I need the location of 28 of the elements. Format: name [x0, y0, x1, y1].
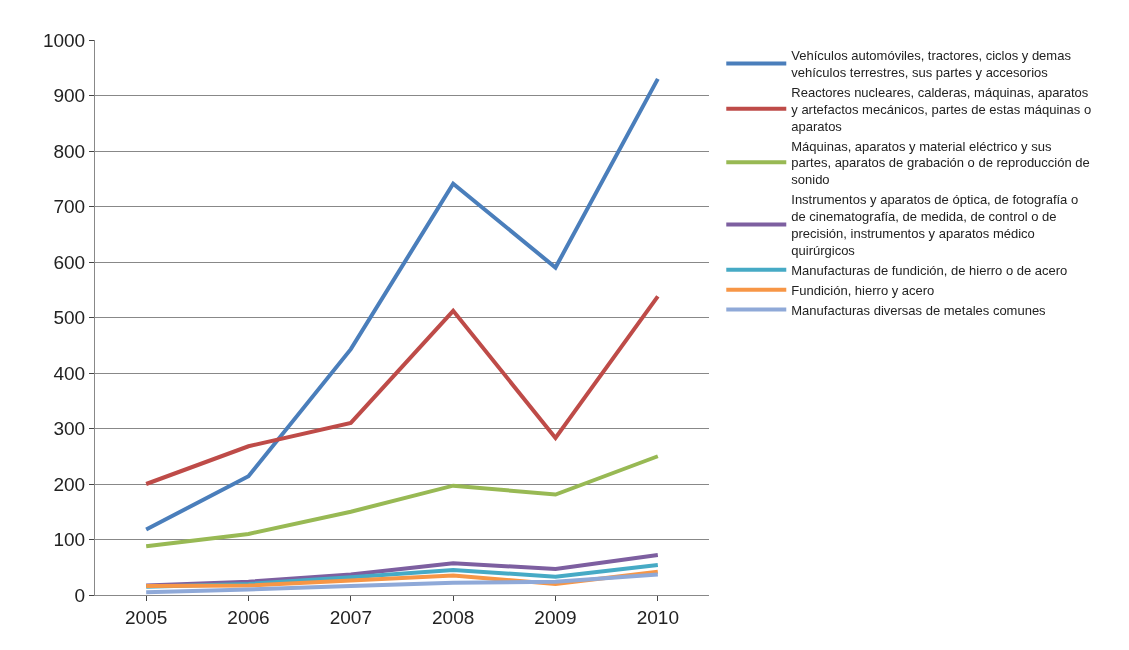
legend-label: Manufacturas diversas de metales comunes [791, 302, 1047, 318]
legend-label: Instrumentos y aparatos de óptica, de fotografía o de cinematografía, de medida, de control o de precisión, instrumentos y aparatos médico quirúrgicos [791, 192, 1079, 258]
line-series [144, 454, 660, 549]
legend-label: Manufacturas de fundición, de hierro o de acero [791, 262, 1068, 278]
x-tick-label: 2010 [636, 606, 679, 628]
x-tick-label: 2006 [227, 606, 270, 628]
line-series [144, 76, 660, 532]
y-tick-label: 800 [53, 140, 86, 162]
y-tick-label: 200 [53, 473, 86, 495]
legend-label: Fundición, hierro y acero [791, 282, 935, 298]
x-tick-label: 2005 [125, 606, 168, 628]
y-tick-label: 1000 [42, 29, 86, 51]
x-tick-label: 2007 [329, 606, 372, 628]
y-tick-label: 900 [53, 85, 86, 107]
y-tick-label: 500 [53, 307, 86, 329]
y-tick-label: 300 [53, 418, 86, 440]
x-tick-label: 2009 [534, 606, 577, 628]
legend-label: Reactores nucleares, calderas, máquinas, aparatos y artefactos mecánicos, partes de estas máquinas o aparatos [791, 84, 1092, 134]
y-tick-label: 100 [53, 529, 86, 551]
y-tick-label: 700 [53, 196, 86, 218]
legend-label: Vehículos automóviles, tractores, ciclos y demas vehículos terrestres, sus partes y accesorios [791, 48, 1072, 80]
y-tick-label: 0 [74, 584, 86, 606]
line-series [144, 294, 660, 486]
legend-label: Máquinas, aparatos y material eléctrico y sus partes, aparatos de grabación o de reproducción de sonido [791, 138, 1090, 188]
line-series [144, 572, 660, 595]
y-tick-label: 600 [53, 251, 86, 273]
y-tick-label: 400 [53, 362, 86, 384]
x-tick-label: 2008 [432, 606, 475, 628]
